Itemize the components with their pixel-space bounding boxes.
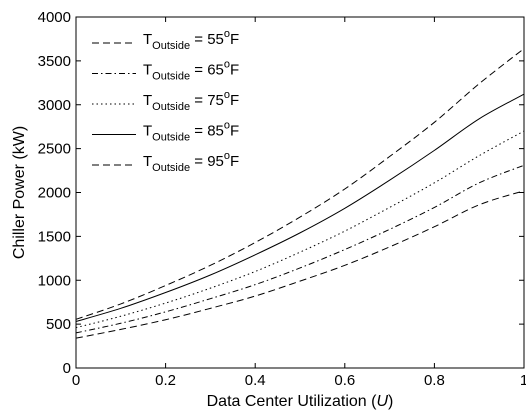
x-axis-title-symbol: U (376, 393, 388, 410)
legend-label-sup: o (224, 28, 230, 40)
legend-entry: TOutside = 85oF (92, 120, 239, 144)
legend-label-sub: Outside (152, 132, 190, 144)
y-tick-label: 1000 (38, 272, 71, 289)
y-tick-label: 4000 (38, 9, 71, 26)
legend-label-sup: o (224, 120, 230, 132)
x-tick-label: 0.2 (155, 372, 176, 389)
legend-entry: TOutside = 75oF (92, 89, 239, 113)
x-tick-label: 0.6 (334, 372, 355, 389)
x-axis-title-suffix: ) (388, 393, 393, 410)
x-tick-label: 0.4 (245, 372, 266, 389)
legend-label-mid: = 85 (190, 123, 224, 140)
legend-label-mid: = 75 (190, 92, 224, 109)
legend-label-base: T (143, 123, 152, 140)
legend-label-tail: F (230, 123, 239, 140)
legend-label-mid: = 65 (190, 62, 224, 79)
x-tick-label: 0 (72, 372, 80, 389)
y-tick-label: 3500 (38, 53, 71, 70)
x-tick-label: 1 (520, 372, 526, 389)
x-axis-title: Data Center Utilization (U) (207, 393, 394, 410)
series-line-1 (75, 190, 525, 339)
legend-label-sub: Outside (152, 40, 190, 52)
legend-label-tail: F (230, 31, 239, 48)
legend-label-sub: Outside (152, 162, 190, 174)
series-line-2 (75, 164, 525, 334)
series-line-4 (75, 93, 525, 322)
legend-label-tail: F (230, 62, 239, 79)
y-axis-ticks: 0 500 1000 1500 2000 2500 3000 3500 4000 (38, 9, 524, 377)
legend-label: TOutside = 65oF (143, 59, 239, 83)
y-tick-label: 2500 (38, 141, 71, 158)
series-line-5 (75, 48, 525, 320)
y-tick-label: 0 (63, 360, 71, 377)
plot-lines (75, 48, 525, 339)
legend-entry: TOutside = 65oF (92, 59, 239, 83)
legend-label-tail: F (230, 153, 239, 170)
legend-label: TOutside = 75oF (143, 89, 239, 113)
legend-label-mid: = 95 (190, 153, 224, 170)
legend-label-sup: o (224, 59, 230, 71)
legend-label-sup: o (224, 150, 230, 162)
legend-label-tail: F (230, 92, 239, 109)
x-axis-title-text: Data Center Utilization ( (207, 393, 378, 410)
x-axis-ticks: 0 0.2 0.4 0.6 0.8 1 (72, 17, 526, 389)
legend-label-sub: Outside (152, 101, 190, 113)
legend-entry: TOutside = 95oF (92, 150, 239, 174)
legend-label: TOutside = 95oF (143, 150, 239, 174)
x-tick-label: 0.8 (424, 372, 445, 389)
legend-label-mid: = 55 (190, 31, 224, 48)
y-tick-label: 3000 (38, 97, 71, 114)
legend-entry: TOutside = 55oF (92, 28, 239, 52)
legend-label-sub: Outside (152, 71, 190, 83)
legend-label-base: T (143, 62, 152, 79)
y-tick-label: 500 (46, 316, 71, 333)
y-axis-title: Chiller Power (kW) (11, 126, 28, 259)
y-tick-label: 1500 (38, 228, 71, 245)
legend-label-sup: o (224, 89, 230, 101)
legend-label-base: T (143, 92, 152, 109)
legend-label: TOutside = 85oF (143, 120, 239, 144)
legend-label-base: T (143, 31, 152, 48)
legend-label-base: T (143, 153, 152, 170)
y-tick-label: 2000 (38, 185, 71, 202)
legend-label: TOutside = 55oF (143, 28, 239, 52)
